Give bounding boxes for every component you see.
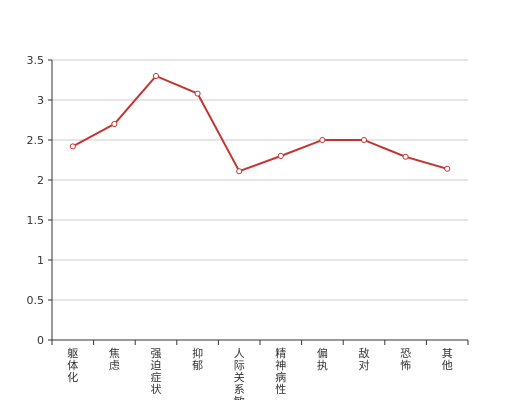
data-point [153,73,159,79]
y-tick-label: 0.5 [27,294,45,307]
x-tick-label: 抑郁 [192,346,203,372]
y-tick-label: 3.5 [27,54,45,67]
x-tick-label: 强迫症状 [151,347,162,396]
x-axis-tick-labels: 躯体化 焦虑 强迫症状 抑郁 人际关系敏感 精神病性 偏执 敌对 恐怖 其他 [67,346,452,400]
x-tick-label: 躯体化 [67,347,78,384]
x-tick-label: 人际关系敏感 [234,347,245,400]
y-tick-label: 3 [37,94,44,107]
x-tick-label: 其他 [442,347,453,372]
data-point [194,90,201,97]
series [69,73,451,175]
data-point [444,165,451,172]
y-tick-label: 1.5 [27,214,45,227]
data-point [236,168,243,175]
y-tick-label: 1 [37,254,44,267]
data-point [319,137,326,143]
data-point [402,153,409,160]
y-tick-label: 2.5 [27,134,45,147]
y-tick-label: 0 [37,334,44,347]
data-point [361,137,367,143]
data-point [111,121,118,127]
data-point [277,153,284,159]
series-line [72,75,448,173]
x-tick-label: 敌对 [359,346,370,372]
x-tick-label: 偏执 [317,346,328,372]
data-point [69,143,76,150]
y-axis-tick-labels: 0 0.5 1 1.5 2 2.5 3 3.5 [27,54,45,347]
x-tick-label: 精神病性 [275,347,286,396]
y-tick-label: 2 [37,174,44,187]
x-tick-label: 焦虑 [109,347,120,372]
x-tick-label: 恐怖 [400,347,411,372]
axes [48,59,469,345]
grid-lines [52,59,468,301]
